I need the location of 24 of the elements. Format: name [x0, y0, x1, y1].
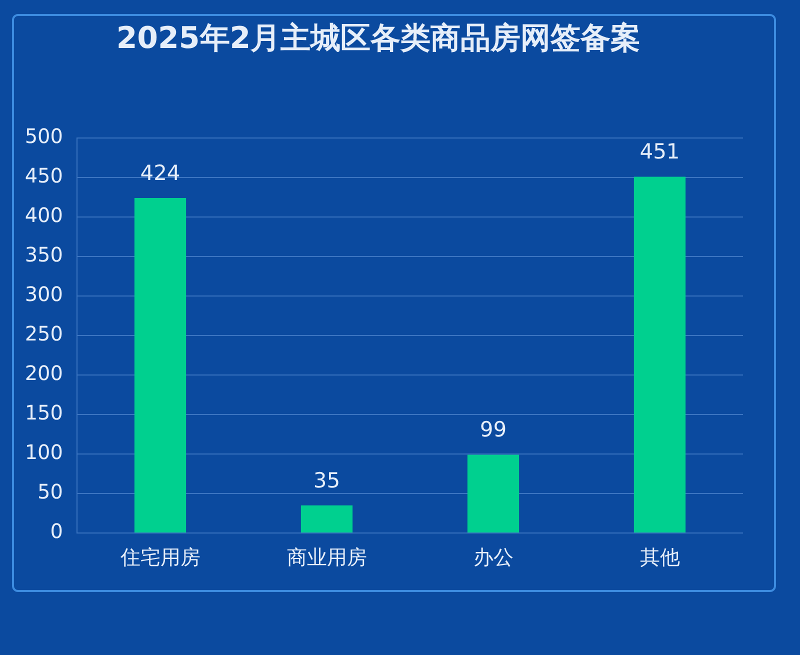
data-label: 424	[140, 160, 180, 185]
data-label: 451	[640, 140, 680, 164]
y-tick-label: 400	[24, 203, 63, 228]
y-tick-label: 200	[24, 361, 63, 386]
bar	[300, 505, 353, 532]
y-tick-label: 450	[24, 164, 63, 188]
y-tick-label: 0	[50, 519, 63, 544]
y-tick-label: 250	[24, 322, 63, 346]
x-tick-label: 办公	[473, 545, 514, 570]
y-tick-label: 500	[24, 124, 63, 148]
x-tick-label: 其他	[640, 545, 680, 570]
y-tick-label: 350	[24, 242, 63, 267]
x-tick-label: 商业用房	[286, 545, 367, 570]
bar	[467, 454, 520, 532]
y-tick-label: 150	[24, 400, 63, 425]
y-tick-label: 300	[24, 282, 63, 306]
bar	[134, 198, 186, 532]
y-tick-label: 50	[38, 480, 63, 504]
data-label: 99	[480, 418, 507, 442]
y-tick-label: 100	[24, 440, 63, 464]
chart-title: 2025年2月主城区各类商品房网签备案	[116, 20, 641, 56]
data-label: 35	[313, 468, 340, 492]
bar	[634, 176, 686, 532]
x-tick-label: 住宅用房	[119, 545, 200, 570]
